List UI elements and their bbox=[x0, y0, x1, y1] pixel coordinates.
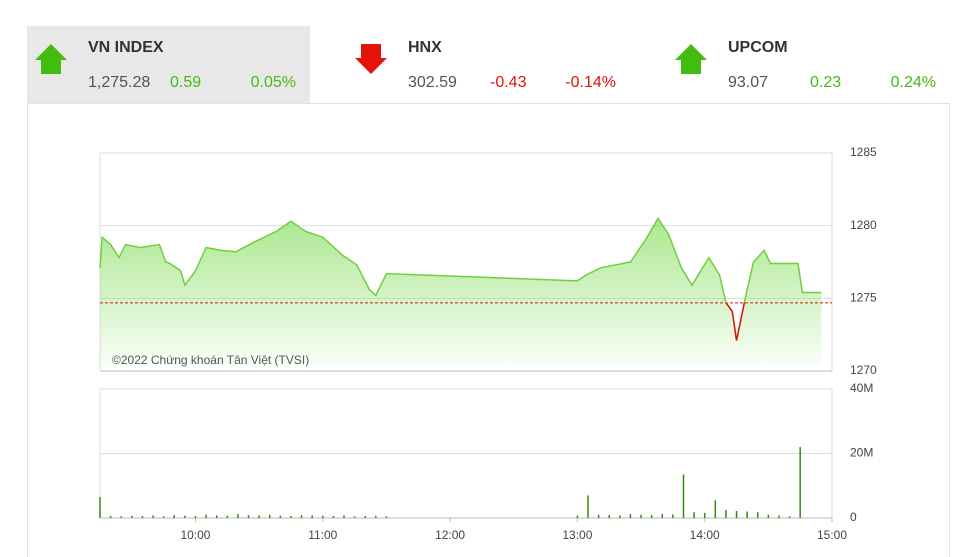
volume-bar bbox=[343, 515, 345, 518]
volume-bar bbox=[576, 515, 579, 518]
index-name: UPCOM bbox=[728, 39, 788, 56]
volume-bar bbox=[640, 514, 642, 518]
volume-bar bbox=[693, 512, 695, 518]
index-value: 93.07 bbox=[728, 74, 768, 91]
index-name: HNX bbox=[408, 39, 442, 56]
volume-bar bbox=[290, 516, 292, 518]
index-value: 1,275.28 bbox=[88, 74, 150, 91]
volume-bar bbox=[194, 516, 197, 518]
volume-bar bbox=[661, 513, 664, 518]
volume-bar bbox=[672, 514, 674, 518]
volume-bar bbox=[767, 514, 770, 518]
x-tick-label: 15:00 bbox=[817, 528, 847, 542]
x-tick-label: 13:00 bbox=[562, 528, 592, 542]
y-tick-label: 20M bbox=[850, 446, 873, 460]
volume-bar bbox=[152, 515, 154, 518]
y-tick-label: 1280 bbox=[850, 218, 877, 232]
volume-bar bbox=[131, 515, 133, 518]
volume-bar bbox=[205, 514, 207, 518]
copyright-annotation: ©2022 Chứng khoán Tân Việt (TVSI) bbox=[112, 353, 309, 367]
x-tick-label: 14:00 bbox=[690, 528, 720, 542]
index-change-pct: 0.24% bbox=[891, 74, 936, 91]
volume-bar bbox=[746, 511, 748, 518]
volume-bar bbox=[353, 516, 356, 518]
y-tick-label: 1275 bbox=[850, 291, 877, 305]
volume-bar bbox=[120, 516, 122, 518]
volume-bar bbox=[756, 512, 759, 518]
active-card-bg bbox=[27, 26, 310, 103]
volume-bar bbox=[799, 447, 801, 518]
volume-bar bbox=[703, 512, 706, 518]
x-tick-label: 10:00 bbox=[180, 528, 210, 542]
chart-panel bbox=[27, 103, 950, 557]
y-tick-label: 1270 bbox=[850, 363, 877, 377]
volume-bar bbox=[650, 515, 653, 518]
x-tick-label: 12:00 bbox=[435, 528, 465, 542]
volume-bar bbox=[247, 515, 250, 518]
price-area bbox=[100, 218, 822, 365]
volume-bar bbox=[364, 516, 366, 518]
volume-bar bbox=[597, 514, 600, 518]
volume-bar bbox=[300, 515, 303, 518]
volume-bar bbox=[332, 516, 335, 518]
up-arrow bbox=[35, 44, 67, 74]
volume-bar bbox=[226, 515, 229, 518]
volume-bar bbox=[682, 474, 685, 518]
volume-bar bbox=[714, 500, 717, 518]
volume-bar bbox=[99, 497, 101, 518]
volume-bar bbox=[141, 516, 144, 518]
index-change: 0.59 bbox=[170, 74, 201, 91]
index-change: 0.23 bbox=[810, 74, 841, 91]
volume-bar bbox=[311, 515, 313, 518]
volume-bar bbox=[608, 515, 610, 518]
volume-bar bbox=[778, 515, 780, 518]
y-tick-label: 40M bbox=[850, 381, 873, 395]
volume-bar bbox=[173, 515, 176, 518]
index-change-pct: 0.05% bbox=[251, 74, 296, 91]
volume-bar bbox=[268, 514, 271, 518]
volume-bar bbox=[237, 514, 239, 518]
volume-bar bbox=[725, 509, 727, 518]
y-tick-label: 0 bbox=[850, 510, 857, 524]
below-reference-overlay bbox=[725, 302, 746, 341]
index-change: -0.43 bbox=[490, 74, 527, 91]
index-change-pct: -0.14% bbox=[565, 74, 616, 91]
volume-bar bbox=[629, 514, 632, 518]
index-value: 302.59 bbox=[408, 74, 457, 91]
volume-bar bbox=[619, 515, 621, 518]
volume-bar bbox=[375, 515, 377, 518]
volume-bar bbox=[162, 516, 165, 518]
volume-bar bbox=[279, 515, 282, 518]
volume-bar bbox=[109, 516, 112, 518]
volume-bar bbox=[735, 510, 738, 518]
volume-bar bbox=[385, 516, 388, 518]
volume-bar bbox=[322, 515, 324, 518]
x-tick-label: 11:00 bbox=[308, 528, 337, 542]
volume-bar bbox=[215, 515, 218, 518]
volume-bar bbox=[788, 516, 791, 518]
volume-bar bbox=[184, 515, 186, 518]
volume-bar bbox=[258, 515, 260, 518]
volume-bar bbox=[587, 495, 589, 518]
up-arrow bbox=[675, 44, 707, 74]
y-tick-label: 1285 bbox=[850, 145, 877, 159]
down-arrow bbox=[355, 44, 387, 74]
index-name: VN INDEX bbox=[88, 39, 164, 56]
